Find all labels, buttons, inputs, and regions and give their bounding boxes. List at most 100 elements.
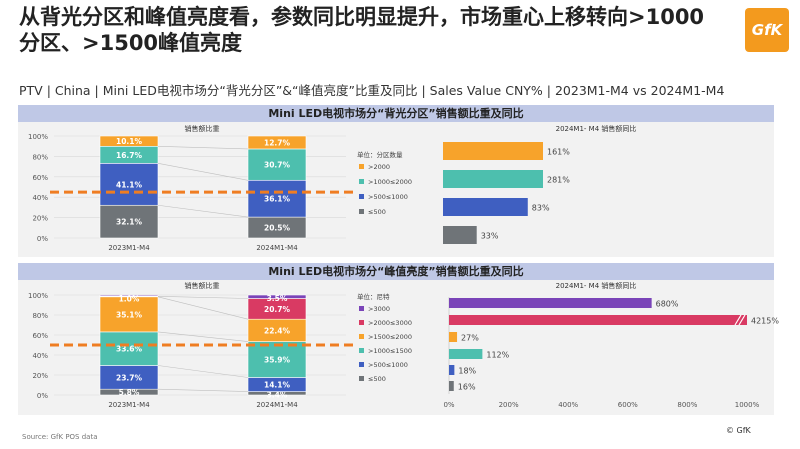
data-label: 3.5% [267, 294, 288, 303]
gfk-logo: GfK [745, 8, 789, 52]
hbar-value-label: 27% [461, 334, 479, 343]
hbar-value-label: 16% [458, 383, 476, 392]
data-label: 35.9% [264, 356, 291, 365]
legend-label: >3000 [368, 305, 390, 313]
legend-label: ≤500 [368, 208, 386, 216]
connector-line [157, 296, 249, 299]
data-label: 20.5% [264, 224, 291, 233]
bar-segment [247, 294, 307, 299]
backlight-panel-title: Mini LED电视市场分“背光分区”销售额比重及同比 [18, 105, 774, 122]
source-note: Source: GfK POS data [22, 433, 98, 441]
data-label: 22.4% [264, 326, 291, 335]
legend-label: >1000≤2000 [368, 178, 412, 186]
y-tick-label: 80% [32, 153, 48, 161]
legend-swatch [359, 209, 364, 214]
brightness-panel-title: Mini LED电视市场分“峰值亮度”销售额比重及同比 [18, 263, 774, 280]
hbar-chart-title-3: 2024M1- M4 销售额同比 [556, 281, 637, 290]
y-tick-label: 20% [32, 372, 48, 380]
data-label: 36.1% [264, 195, 291, 204]
legend-swatch [359, 334, 364, 339]
x-tick-label: 600% [618, 401, 638, 409]
hbar [449, 332, 458, 342]
bar-segment [247, 148, 307, 181]
data-label: 14.1% [264, 381, 291, 390]
legend-swatch [359, 194, 364, 199]
hbar-value-label: 4215% [751, 317, 779, 326]
connector-line [157, 296, 249, 320]
bar-segment [247, 341, 307, 378]
hbar-value-label: 161% [547, 148, 570, 157]
x-tick-label: 1000% [735, 401, 760, 409]
connector-line [157, 204, 249, 218]
bar-segment [99, 331, 159, 366]
legend-label: >500≤1000 [368, 361, 408, 369]
hbar-value-label: 18% [458, 367, 476, 376]
connector-line [157, 331, 249, 342]
bar-segment [247, 179, 307, 218]
bar-segment [99, 135, 159, 147]
copyright: © GfK [726, 426, 751, 435]
hbar [443, 170, 543, 188]
y-tick-label: 0% [37, 392, 48, 400]
y-tick-label: 80% [32, 312, 48, 320]
data-label: 1.0% [119, 294, 140, 303]
bar-segment [247, 135, 307, 150]
data-label: 33.6% [116, 345, 143, 354]
page-title: 从背光分区和峰值亮度看，参数同比明显提升，市场重心上移转向>1000分区、>15… [19, 5, 705, 55]
x-tick-label: 800% [677, 401, 697, 409]
data-label: 23.7% [116, 373, 143, 382]
connector-line [157, 163, 249, 181]
legend-swatch [359, 179, 364, 184]
hbar [443, 198, 528, 216]
hbar [443, 142, 543, 160]
legend-label: >1500≤2000 [368, 333, 412, 341]
bar-segment [99, 163, 159, 206]
bar-segment [99, 296, 159, 333]
x-tick-label: 2024M1-M4 [256, 401, 298, 409]
legend-swatch [359, 348, 364, 353]
axis-break-mark [734, 314, 742, 326]
data-label: 10.1% [116, 137, 143, 146]
data-label: 32.1% [116, 218, 143, 227]
data-label: 3.4% [267, 391, 288, 400]
x-tick-label: 2023M1-M4 [108, 244, 150, 252]
connector-line [157, 146, 249, 150]
data-label: 35.1% [116, 310, 143, 319]
data-label: 30.7% [264, 161, 291, 170]
data-label: 16.7% [116, 151, 143, 160]
legend-label: >500≤1000 [368, 193, 408, 201]
hbar-chart-title-1: 2024M1- M4 销售额同比 [556, 124, 637, 133]
page-subtitle: PTV | China | Mini LED电视市场分“背光分区”&“峰值亮度”… [19, 83, 725, 98]
stacked-chart-title-2: 销售额比重 [185, 281, 220, 290]
y-tick-label: 60% [32, 174, 48, 182]
connector-line [157, 388, 249, 392]
stacked-chart-title-0: 销售额比重 [185, 124, 220, 133]
legend-label: >2000≤3000 [368, 319, 412, 327]
x-tick-label: 2023M1-M4 [108, 401, 150, 409]
y-tick-label: 0% [37, 235, 48, 243]
hbar-value-label: 83% [532, 204, 550, 213]
data-label: 20.7% [264, 305, 291, 314]
legend-swatch [359, 306, 364, 311]
hbar [449, 315, 747, 325]
hbar [449, 298, 652, 308]
legend-swatch [359, 320, 364, 325]
x-tick-label: 200% [499, 401, 519, 409]
legend-title: 单位：分区数量 [357, 150, 403, 159]
x-tick-label: 0% [443, 401, 454, 409]
legend-label: >2000 [368, 163, 390, 171]
y-tick-label: 20% [32, 215, 48, 223]
y-tick-label: 40% [32, 352, 48, 360]
hbar-value-label: 33% [481, 232, 499, 241]
axis-break-mark [738, 314, 746, 326]
hbar [449, 365, 455, 375]
legend-swatch [359, 164, 364, 169]
hbar-value-label: 680% [656, 300, 679, 309]
data-label: 12.7% [264, 138, 291, 147]
y-tick-label: 100% [28, 292, 48, 300]
legend-swatch [359, 362, 364, 367]
data-label: 41.1% [116, 180, 143, 189]
y-tick-label: 40% [32, 194, 48, 202]
bar-segment [99, 204, 159, 239]
